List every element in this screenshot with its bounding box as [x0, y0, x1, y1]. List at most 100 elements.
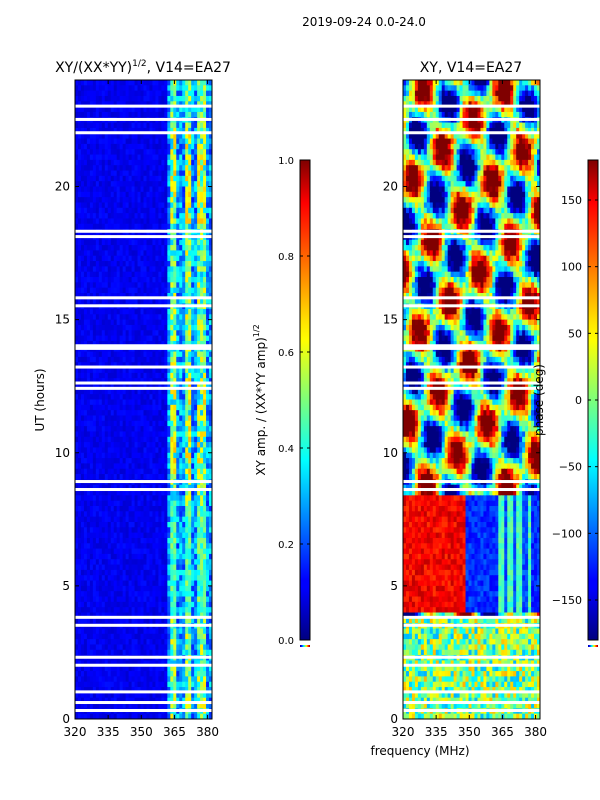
- amplitude-heat-cell: [179, 591, 183, 598]
- amplitude-heat-cell: [206, 575, 210, 582]
- amplitude-heat-cell: [182, 250, 186, 257]
- amplitude-heat-cell: [161, 404, 165, 411]
- amplitude-heat-cell: [170, 351, 174, 358]
- amplitude-heat-cell: [134, 532, 139, 539]
- amplitude-heat-cell: [131, 80, 136, 86]
- amplitude-heat-cell: [143, 324, 148, 331]
- amplitude-heat-cell: [98, 159, 103, 166]
- amplitude-heat-cell: [122, 80, 127, 86]
- amplitude-heat-cell: [113, 474, 118, 480]
- amplitude-heat-cell: [179, 617, 183, 624]
- amplitude-heat-cell: [185, 495, 189, 502]
- amplitude-heat-cell: [197, 596, 201, 603]
- amplitude-heat-cell: [89, 255, 94, 262]
- amplitude-heat-cell: [173, 383, 177, 390]
- amplitude-heat-cell: [185, 90, 189, 97]
- amplitude-heat-cell: [197, 127, 201, 134]
- amplitude-heat-cell: [152, 442, 157, 449]
- amplitude-heat-cell: [143, 585, 148, 592]
- amplitude-heat-cell: [89, 564, 94, 571]
- amplitude-heat-cell: [191, 559, 195, 566]
- amplitude-heat-cell: [176, 452, 180, 459]
- amplitude-heat-cell: [80, 90, 85, 97]
- amplitude-heat-cell: [134, 340, 139, 347]
- amplitude-heat-cell: [92, 548, 97, 555]
- amplitude-heat-cell: [104, 330, 109, 337]
- amplitude-heat-cell: [182, 617, 186, 624]
- amplitude-heat-cell: [86, 95, 91, 102]
- amplitude-heat-cell: [86, 644, 91, 651]
- amplitude-heat-cell: [95, 585, 100, 592]
- amplitude-heat-cell: [167, 95, 171, 102]
- amplitude-heat-cell: [206, 101, 210, 108]
- amplitude-heat-cell: [125, 442, 130, 449]
- amplitude-heat-cell: [107, 442, 112, 449]
- amplitude-heat-cell: [143, 404, 148, 411]
- amplitude-heat-cell: [110, 484, 115, 491]
- amplitude-heat-cell: [161, 186, 165, 193]
- amplitude-heat-cell: [89, 553, 94, 560]
- amplitude-heat-cell: [155, 527, 159, 534]
- amplitude-heat-cell: [107, 287, 112, 294]
- amplitude-heat-cell: [179, 223, 183, 230]
- amplitude-heat-cell: [191, 319, 195, 326]
- amplitude-heat-cell: [179, 340, 183, 347]
- amplitude-heat-cell: [125, 569, 130, 576]
- amplitude-heat-cell: [161, 543, 165, 550]
- amplitude-heat-cell: [203, 149, 207, 156]
- amplitude-heat-cell: [116, 410, 121, 417]
- amplitude-heat-cell: [122, 138, 127, 145]
- amplitude-heat-cell: [182, 223, 186, 230]
- amplitude-heat-cell: [131, 521, 136, 528]
- amplitude-heatmap: [75, 80, 212, 719]
- amplitude-heat-cell: [119, 181, 124, 188]
- amplitude-heat-cell: [95, 340, 100, 347]
- amplitude-heat-cell: [158, 133, 162, 140]
- amplitude-heat-cell: [75, 436, 79, 443]
- amplitude-heat-cell: [197, 612, 201, 619]
- amplitude-heat-cell: [89, 585, 94, 592]
- amplitude-heat-cell: [179, 521, 183, 528]
- amplitude-heat-cell: [149, 261, 154, 267]
- amplitude-heat-cell: [146, 351, 151, 358]
- amplitude-heat-cell: [83, 213, 88, 220]
- amplitude-heat-cell: [152, 420, 157, 427]
- amplitude-heat-cell: [209, 271, 212, 278]
- amplitude-heat-cell: [86, 255, 91, 262]
- amplitude-heat-cell: [197, 314, 201, 321]
- amplitude-heat-cell: [206, 255, 210, 262]
- amplitude-heat-cell: [137, 458, 142, 464]
- amplitude-heat-cell: [155, 261, 159, 267]
- amplitude-heat-cell: [98, 644, 103, 651]
- amplitude-heat-cell: [83, 474, 88, 480]
- amplitude-heat-cell: [110, 340, 115, 347]
- amplitude-heat-cell: [191, 607, 195, 614]
- amplitude-heat-cell: [125, 122, 130, 129]
- amplitude-heat-cell: [176, 122, 180, 129]
- amplitude-heat-cell: [125, 293, 130, 299]
- amplitude-heat-cell: [158, 143, 162, 150]
- amplitude-heat-cell: [194, 287, 198, 294]
- amplitude-heat-cell: [176, 404, 180, 411]
- amplitude-heat-cell: [107, 356, 112, 363]
- amplitude-heat-cell: [143, 271, 148, 278]
- amplitude-heat-cell: [143, 298, 148, 305]
- amplitude-heat-cell: [101, 569, 106, 576]
- amplitude-heat-cell: [128, 223, 133, 230]
- amplitude-heat-cell: [155, 532, 159, 539]
- amplitude-heat-cell: [125, 111, 130, 118]
- amplitude-heat-cell: [75, 431, 79, 438]
- amplitude-heat-cell: [146, 585, 151, 592]
- amplitude-heat-cell: [104, 527, 109, 534]
- amplitude-heat-cell: [173, 426, 177, 433]
- amplitude-heat-cell: [167, 213, 171, 220]
- amplitude-heat-cell: [83, 639, 88, 646]
- amplitude-heat-cell: [173, 527, 177, 534]
- amplitude-heat-cell: [140, 111, 145, 118]
- amplitude-heat-cell: [170, 85, 174, 92]
- amplitude-heat-cell: [86, 202, 91, 209]
- amplitude-heat-cell: [155, 569, 159, 576]
- amplitude-heat-cell: [200, 484, 204, 491]
- amplitude-heat-cell: [161, 415, 165, 422]
- amplitude-heat-cell: [86, 559, 91, 566]
